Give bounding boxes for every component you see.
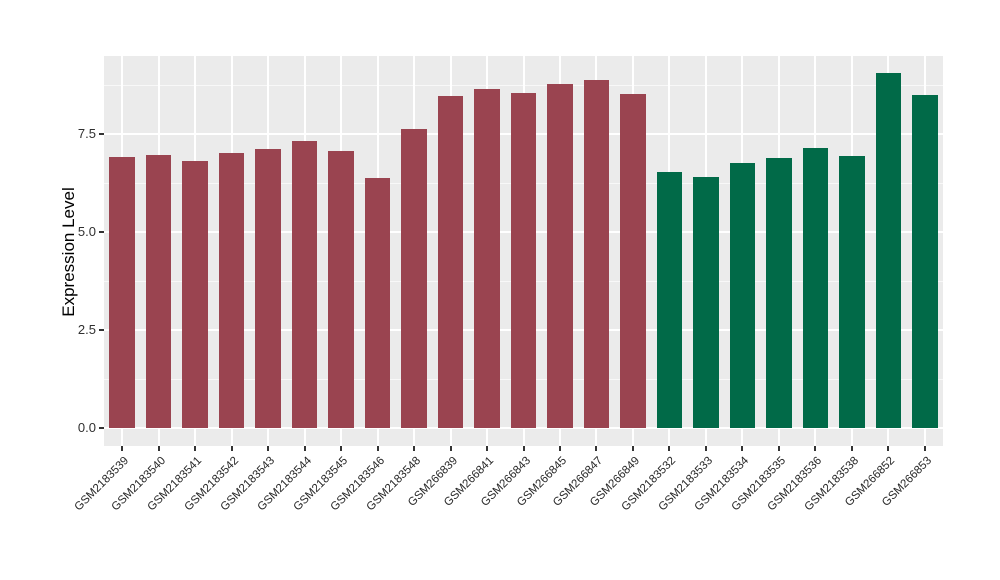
x-tick	[850, 446, 853, 451]
bar-GSM2183544	[291, 140, 318, 429]
x-tick	[486, 446, 489, 451]
y-tick	[99, 133, 104, 136]
bar-GSM2183536	[802, 147, 829, 429]
bar-GSM2183545	[328, 150, 354, 429]
x-tick	[522, 446, 525, 451]
x-tick	[449, 446, 452, 451]
y-tick-label: 0.0	[77, 420, 96, 436]
bar-GSM266843	[510, 92, 537, 429]
bar-GSM2183548	[401, 128, 427, 429]
y-tick	[99, 231, 104, 234]
bar-GSM2183540	[145, 154, 172, 429]
x-tick	[777, 446, 780, 451]
bar-GSM2183534	[729, 162, 756, 429]
bar-GSM2183535	[766, 158, 792, 429]
y-tick-label: 5.0	[77, 224, 96, 240]
y-tick-label: 2.5	[77, 322, 96, 338]
bar-GSM266853	[911, 94, 938, 429]
x-tick	[194, 446, 197, 451]
y-tick	[99, 427, 104, 430]
bar-GSM266852	[875, 73, 902, 429]
x-tick	[121, 446, 124, 451]
x-tick	[923, 446, 926, 451]
x-tick	[887, 446, 890, 451]
x-tick	[558, 446, 561, 451]
bar-GSM266839	[437, 96, 464, 429]
bar-GSM2183546	[364, 178, 391, 429]
bar-GSM266849	[620, 94, 646, 429]
bar-GSM2183542	[218, 152, 245, 429]
plot-panel	[104, 56, 943, 446]
y-tick	[99, 329, 104, 332]
x-tick	[157, 446, 160, 451]
bar-GSM2183539	[109, 156, 135, 429]
x-tick	[814, 446, 817, 451]
x-tick	[267, 446, 270, 451]
bar-GSM2183533	[693, 177, 719, 429]
bar-GSM266841	[474, 88, 500, 429]
bar-GSM266847	[583, 79, 610, 429]
y-tick-label: 7.5	[77, 126, 96, 142]
bar-GSM2183543	[255, 148, 281, 429]
x-tick	[303, 446, 306, 451]
bar-GSM266845	[547, 84, 573, 429]
bar-GSM2183538	[839, 156, 865, 429]
x-tick	[595, 446, 598, 451]
x-tick	[376, 446, 379, 451]
x-tick	[340, 446, 343, 451]
x-tick	[704, 446, 707, 451]
x-tick	[668, 446, 671, 451]
x-tick	[631, 446, 634, 451]
x-tick	[413, 446, 416, 451]
x-tick	[230, 446, 233, 451]
x-tick	[741, 446, 744, 451]
bar-GSM2183532	[656, 172, 683, 429]
bar-GSM2183541	[182, 160, 208, 429]
